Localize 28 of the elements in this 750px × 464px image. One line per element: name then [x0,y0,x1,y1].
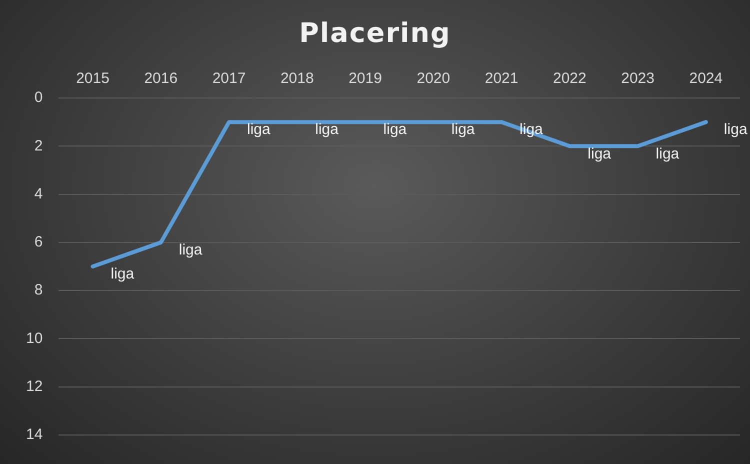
data-label: liga [315,121,340,138]
y-tick-label: 8 [34,282,43,299]
x-tick-label: 2022 [552,70,586,88]
data-label: liga [588,145,612,162]
chart-title: Placering [298,18,452,49]
x-tick-label: 2018 [280,70,314,88]
x-tick-label: 2020 [416,70,450,88]
y-tick-label: 10 [26,330,43,347]
data-label: liga [110,266,135,283]
data-label: liga [247,121,272,138]
y-tick-label: 14 [26,426,43,444]
x-tick-label: 2023 [621,70,654,88]
data-label: liga [451,121,476,138]
x-tick-label: 2024 [689,70,723,88]
x-tick-label: 2019 [348,70,382,88]
x-tick-label: 2015 [76,70,110,88]
x-tick-label: 2016 [144,70,178,88]
data-label: liga [178,242,203,259]
y-tick-label: 0 [34,89,43,106]
data-label: liga [724,121,748,138]
x-tick-label: 2017 [212,70,246,88]
data-label: liga [383,121,408,138]
y-tick-label: 6 [34,234,43,251]
y-tick-label: 4 [34,185,43,202]
data-label: liga [656,145,680,162]
y-tick-label: 2 [34,137,43,154]
y-tick-label: 12 [26,378,43,395]
x-tick-label: 2021 [484,70,518,88]
